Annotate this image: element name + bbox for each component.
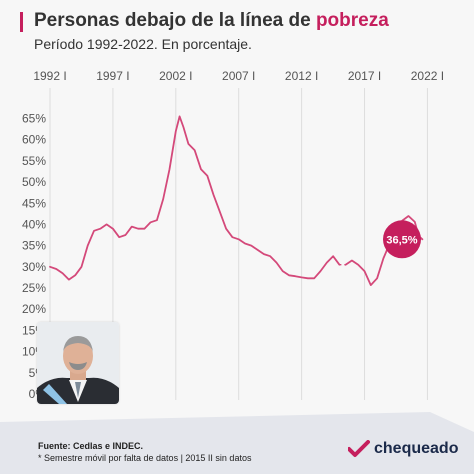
x-tick-label: 2007 I bbox=[222, 69, 255, 83]
page-title: Personas debajo de la línea de pobreza bbox=[34, 10, 389, 32]
x-axis-ticks: 1992 I 1997 I 2002 I 2007 I 2012 I 2017 I 2022… bbox=[33, 69, 444, 83]
y-tick-label: 40% bbox=[22, 217, 46, 231]
y-tick-label: 65% bbox=[22, 111, 46, 125]
final-value-label: 36,5% bbox=[386, 234, 417, 246]
source-label: Fuente: Cedlas e INDEC. bbox=[38, 441, 144, 451]
title-accent-bar bbox=[20, 12, 23, 32]
y-tick-label: 50% bbox=[22, 175, 46, 189]
title-highlight: pobreza bbox=[315, 10, 389, 31]
title-main: Personas debajo de la línea de bbox=[34, 10, 316, 31]
x-tick-label: 2017 I bbox=[348, 69, 381, 83]
brand-logo[interactable]: chequeado bbox=[348, 440, 458, 458]
final-value-marker: 36,5% bbox=[383, 220, 421, 259]
footer-background bbox=[0, 412, 474, 474]
final-value-badge bbox=[383, 220, 421, 259]
source-note: Fuente: Cedlas e INDEC. * Semestre móvil… bbox=[38, 440, 251, 464]
y-tick-label: 55% bbox=[22, 154, 46, 168]
y-tick-label: 45% bbox=[22, 196, 46, 210]
y-tick-label: 30% bbox=[22, 260, 46, 274]
y-tick-label: 20% bbox=[22, 302, 46, 316]
y-tick-label: 60% bbox=[22, 133, 46, 147]
series-line bbox=[344, 215, 424, 286]
y-tick-label: 25% bbox=[22, 281, 46, 295]
series-line bbox=[49, 115, 341, 281]
x-tick-label: 1992 I bbox=[33, 69, 66, 83]
x-tick-label: 2002 I bbox=[159, 69, 192, 83]
footnote: * Semestre móvil por falta de datos | 20… bbox=[38, 453, 252, 463]
x-tick-label: 2022 I bbox=[411, 69, 444, 83]
person-photo-icon bbox=[37, 322, 119, 404]
page-subtitle: Período 1992-2022. En porcentaje. bbox=[34, 36, 252, 52]
x-tick-label: 1997 I bbox=[96, 69, 129, 83]
y-tick-label: 35% bbox=[22, 239, 46, 253]
check-icon bbox=[348, 440, 370, 457]
person-photo bbox=[37, 322, 119, 404]
brand-name: chequeado bbox=[374, 440, 459, 457]
series-lines bbox=[49, 115, 424, 286]
x-tick-label: 2012 I bbox=[285, 69, 318, 83]
